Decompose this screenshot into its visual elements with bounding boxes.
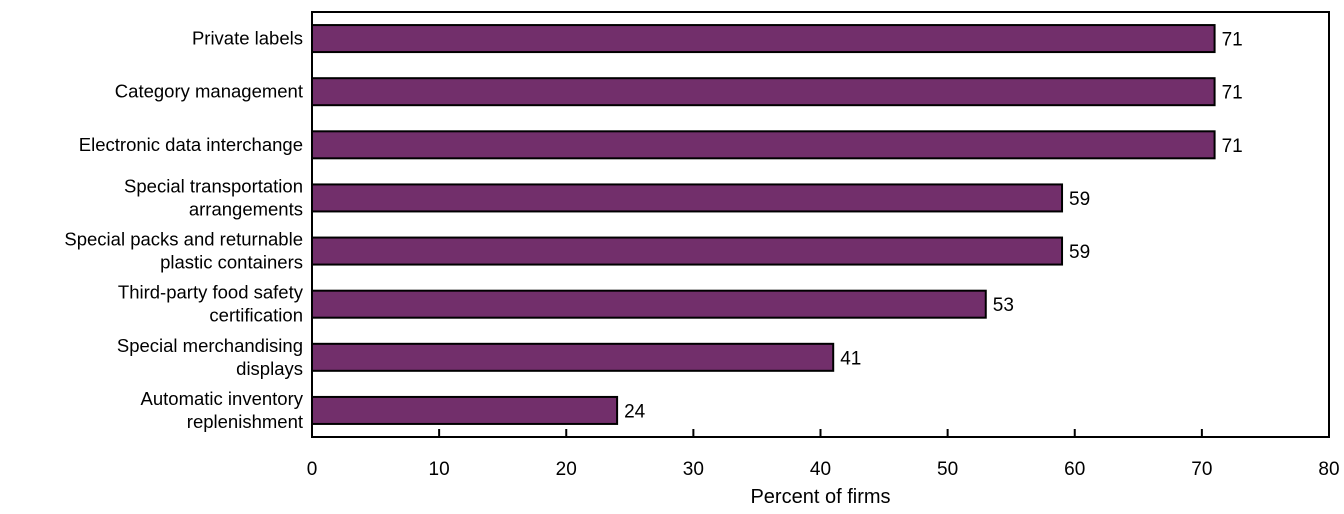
category-label-line: Special packs and returnable <box>64 229 303 250</box>
category-label-line: replenishment <box>187 411 303 432</box>
bar <box>311 289 987 319</box>
x-axis-label: Percent of firms <box>750 486 890 508</box>
value-labels-layer: 71 71 71 59 59 53 41 24 <box>624 30 1243 423</box>
category-label-line: Category management <box>115 81 303 102</box>
bar-value-label: 59 <box>1069 189 1090 210</box>
bar <box>311 183 1064 213</box>
category-label-line: plastic containers <box>160 252 303 273</box>
bar-value-label: 24 <box>624 401 646 422</box>
bar-value-label: 71 <box>1222 136 1243 157</box>
category-label-line: Automatic inventory <box>141 388 304 409</box>
x-tick-label: 0 <box>307 459 318 480</box>
axes-layer <box>311 11 1330 438</box>
bar <box>311 236 1064 266</box>
bar-value-label: 71 <box>1222 30 1243 51</box>
bar <box>311 130 1216 160</box>
category-label: Electronic data interchange <box>79 134 303 155</box>
category-label: Automatic inventory replenishment <box>141 388 304 432</box>
plot-frame <box>311 11 1330 438</box>
x-tick-label: 70 <box>1191 459 1212 480</box>
category-label-line: arrangements <box>189 198 303 219</box>
category-label: Category management <box>115 81 303 102</box>
bar <box>311 395 619 425</box>
x-tick-label: 50 <box>937 459 958 480</box>
x-tick-label: 80 <box>1318 459 1339 480</box>
x-tick-label: 60 <box>1064 459 1085 480</box>
category-label: Private labels <box>192 28 303 49</box>
category-label: Special merchandising displays <box>117 335 303 379</box>
category-label: Special packs and returnable plastic cont… <box>64 229 303 273</box>
category-label: Third-party food safety certification <box>118 282 304 326</box>
bar-value-label: 53 <box>993 295 1014 316</box>
category-label-line: certification <box>209 305 303 326</box>
bar-value-label: 59 <box>1069 242 1090 263</box>
x-tick-label: 40 <box>810 459 831 480</box>
x-tick-label: 30 <box>683 459 704 480</box>
category-label-line: Third-party food safety <box>118 282 304 303</box>
category-label-line: Special merchandising <box>117 335 303 356</box>
category-label-line: Electronic data interchange <box>79 134 303 155</box>
category-label-line: Private labels <box>192 28 303 49</box>
category-label-line: displays <box>236 358 303 379</box>
category-label-line: Special transportation <box>124 175 303 196</box>
bar-value-label: 71 <box>1222 83 1243 104</box>
bars-layer <box>311 24 1216 425</box>
category-label: Special transportation arrangements <box>124 175 303 219</box>
bar <box>311 77 1216 107</box>
x-tick-label: 10 <box>429 459 450 480</box>
bar-value-label: 41 <box>840 348 861 369</box>
bar <box>311 342 835 372</box>
category-labels-layer: Private labels Category management Electro… <box>64 28 303 432</box>
x-tick-label: 20 <box>556 459 577 480</box>
x-ticks-layer: 0 10 20 30 40 50 60 70 80 <box>307 429 1340 480</box>
bar <box>311 24 1216 54</box>
